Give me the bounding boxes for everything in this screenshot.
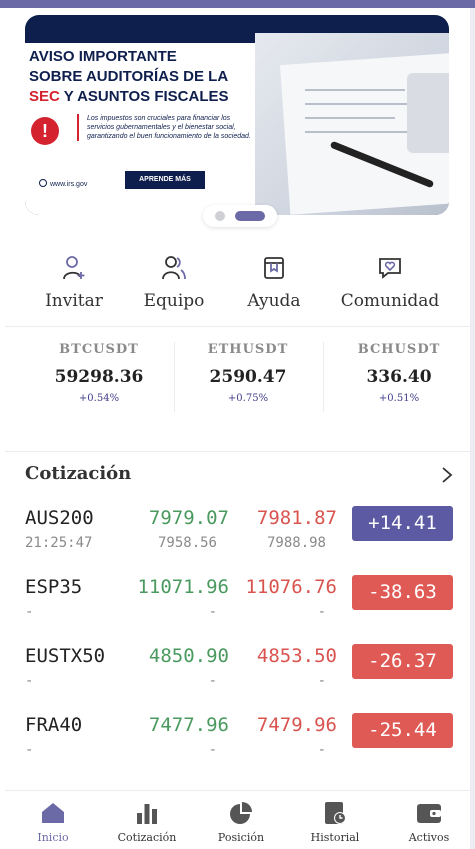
user-plus-icon [63, 256, 85, 280]
history-icon [325, 802, 346, 824]
top-accent-bar [0, 0, 475, 8]
ticker-symbol: ETHUSDT [207, 342, 289, 357]
globe-icon [39, 179, 47, 187]
community-button[interactable]: Comunidad [340, 255, 440, 311]
quote-bid: 7979.07 [148, 507, 229, 529]
quote-row-aus200[interactable]: AUS200 21:25:47 7979.07 7981.87 7958.56 … [25, 505, 453, 557]
help-button[interactable]: Ayuda [224, 255, 324, 311]
nav-activos[interactable]: Activos [389, 801, 469, 844]
divider [5, 451, 470, 452]
alert-icon: ! [31, 117, 59, 145]
quote-ask: 7981.87 [256, 507, 337, 529]
quote-ask: 4853.50 [256, 645, 337, 667]
home-icon [42, 803, 64, 823]
ticker-strip: BTCUSDT 59298.36 +0.54% ETHUSDT 2590.47 … [25, 342, 450, 416]
quotes-header[interactable]: Cotización [25, 463, 453, 489]
carousel-dot[interactable] [215, 211, 225, 221]
quote-bid-low: - [208, 742, 217, 758]
nav-cotizacion[interactable]: Cotización [107, 801, 187, 844]
ticker-price: 59298.36 [54, 367, 144, 387]
quote-row-fra40[interactable]: FRA40 - 7477.96 7479.96 - - -25.44 [25, 712, 453, 764]
ticker-change: +0.54% [78, 393, 120, 404]
ticker-price: 336.40 [366, 367, 432, 387]
carousel-indicator[interactable] [203, 205, 277, 227]
quote-bid-low: - [208, 673, 217, 689]
ticker-btcusdt[interactable]: BTCUSDT 59298.36 +0.54% [29, 342, 169, 404]
quotes-title: Cotización [25, 463, 132, 484]
quote-change-badge[interactable]: -26.37 [352, 644, 453, 679]
quote-symbol: EUSTX50 [25, 645, 106, 667]
quote-bid: 7477.96 [148, 714, 229, 736]
bottom-nav: Inicio Cotización Posición Historial [5, 790, 470, 849]
quick-actions: Invitar Equipo Ayuda Comunidad [24, 255, 440, 315]
ticker-change: +0.51% [378, 393, 420, 404]
quote-time: - [25, 673, 34, 689]
chevron-right-icon[interactable] [441, 466, 453, 484]
page-edge [470, 8, 475, 849]
quote-bid-low: - [208, 604, 217, 620]
quote-change-badge[interactable]: -25.44 [352, 713, 453, 748]
quote-row-eustx50[interactable]: EUSTX50 - 4850.90 4853.50 - - -26.37 [25, 643, 453, 695]
quote-ask: 11076.76 [245, 576, 337, 598]
quote-change-badge[interactable]: +14.41 [352, 506, 453, 541]
quote-row-esp35[interactable]: ESP35 - 11071.96 11076.76 - - -38.63 [25, 574, 453, 626]
book-icon [264, 257, 284, 279]
banner-headline: AVISO IMPORTANTE SOBRE AUDITORÍAS DE LA … [29, 48, 229, 105]
quote-bid: 11071.96 [137, 576, 229, 598]
ticker-ethusdt[interactable]: ETHUSDT 2590.47 +0.75% [178, 342, 318, 404]
quote-bid-low: 7958.56 [157, 535, 217, 551]
quote-time: - [25, 742, 34, 758]
quote-ask-high: - [317, 742, 326, 758]
invite-button[interactable]: Invitar [24, 255, 124, 311]
nav-inicio[interactable]: Inicio [13, 801, 93, 844]
ticker-symbol: BCHUSDT [357, 342, 441, 357]
banner-description: Los impuestos son cruciales para financi… [77, 114, 257, 141]
chat-heart-icon [379, 258, 401, 279]
quote-ask: 7479.96 [256, 714, 337, 736]
ticker-change: +0.75% [227, 393, 269, 404]
quote-time: 21:25:47 [25, 535, 93, 551]
carousel-dot-active[interactable] [235, 211, 265, 221]
nav-posicion[interactable]: Posición [201, 801, 281, 844]
learn-more-button[interactable]: APRENDE MÁS [125, 171, 205, 189]
banner-photo [255, 33, 449, 215]
ticker-separator [174, 342, 175, 412]
divider [5, 326, 470, 327]
team-button[interactable]: Equipo [124, 255, 224, 311]
promo-banner[interactable]: AVISO IMPORTANTE SOBRE AUDITORÍAS DE LA … [25, 15, 449, 215]
quote-symbol: ESP35 [25, 576, 83, 598]
quote-ask-high: 7988.98 [266, 535, 326, 551]
quote-ask-high: - [317, 673, 326, 689]
users-icon [162, 256, 186, 280]
bar-chart-icon [137, 804, 157, 824]
quote-symbol: AUS200 [25, 507, 94, 529]
banner-site: www.irs.gov [39, 179, 87, 188]
quote-ask-high: - [317, 604, 326, 620]
ticker-symbol: BTCUSDT [59, 342, 139, 357]
quote-change-badge[interactable]: -38.63 [352, 575, 453, 610]
wallet-icon [417, 804, 441, 823]
pie-chart-icon [230, 802, 252, 824]
quote-time: - [25, 604, 34, 620]
ticker-separator [323, 342, 324, 412]
ticker-price: 2590.47 [209, 367, 287, 387]
quote-symbol: FRA40 [25, 714, 83, 736]
nav-historial[interactable]: Historial [295, 801, 375, 844]
quote-bid: 4850.90 [148, 645, 229, 667]
ticker-bchusdt[interactable]: BCHUSDT 336.40 +0.51% [329, 342, 469, 404]
